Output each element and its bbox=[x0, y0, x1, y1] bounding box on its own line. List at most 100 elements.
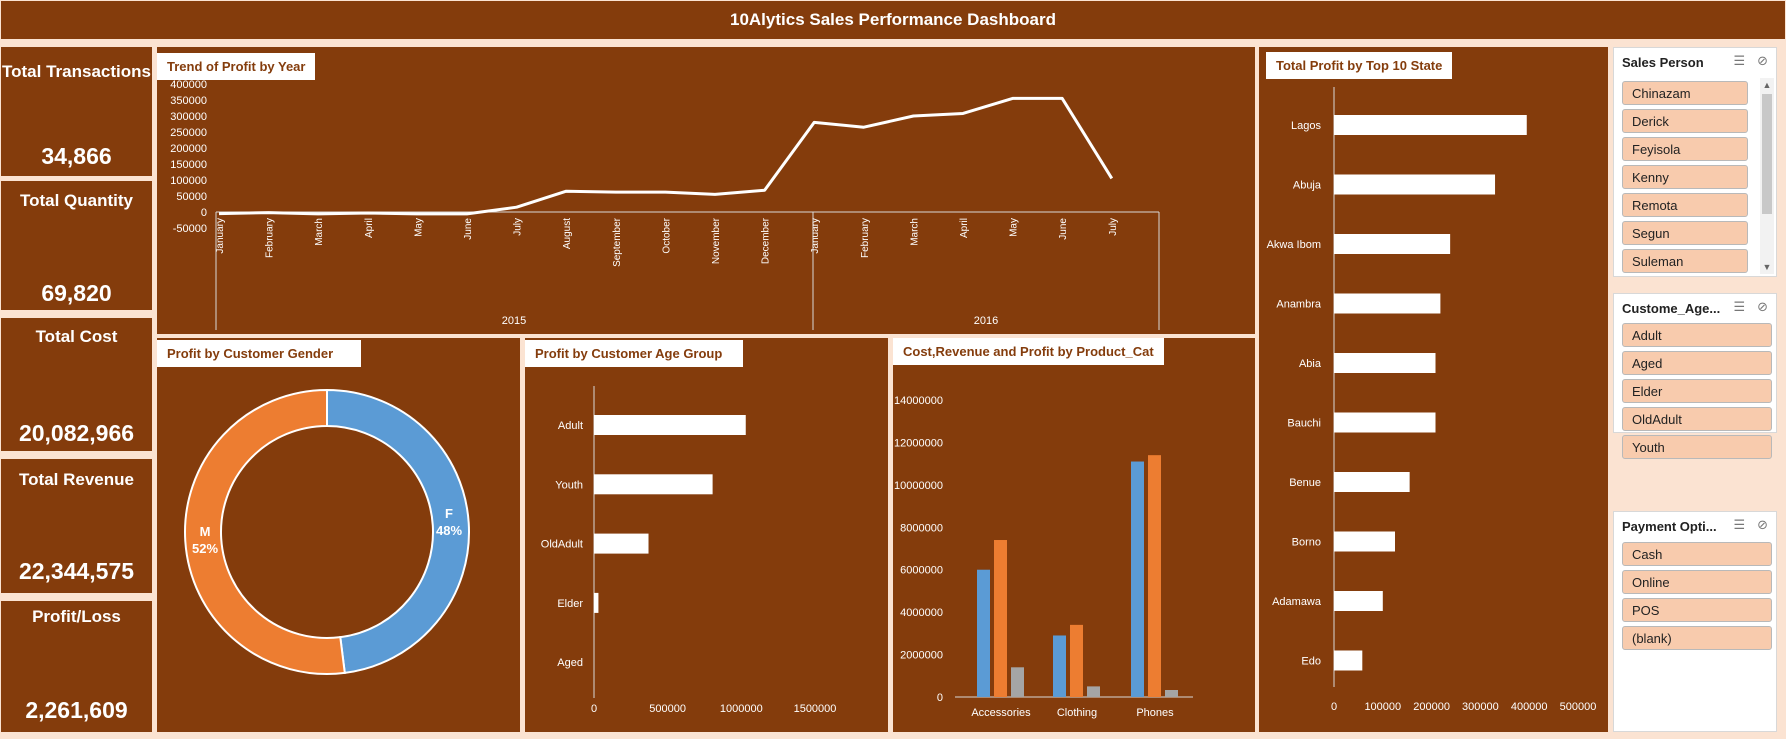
category-label: Lagos bbox=[1291, 120, 1321, 132]
slicer-item[interactable]: Cash bbox=[1622, 542, 1772, 566]
x-tick-label: March bbox=[909, 218, 920, 246]
y-tick-label: 50000 bbox=[176, 191, 207, 203]
category-label: Youth bbox=[555, 479, 583, 491]
x-tick-label: April bbox=[959, 218, 970, 238]
donut-label-m: M bbox=[200, 524, 211, 539]
slicer-item[interactable]: Elder bbox=[1622, 379, 1772, 403]
product-title: Cost,Revenue and Profit by Product_Cat bbox=[893, 338, 1164, 365]
x-tick-label: 1500000 bbox=[794, 703, 837, 715]
x-tick-label: March bbox=[314, 218, 325, 246]
scroll-thumb[interactable] bbox=[1762, 94, 1772, 214]
kpi-label: Total Cost bbox=[35, 327, 118, 346]
category-label: Adamawa bbox=[1272, 596, 1322, 608]
slicer-title: Sales Person bbox=[1622, 55, 1704, 70]
kpi-value: 69,820 bbox=[41, 280, 112, 306]
x-tick-label: January bbox=[215, 218, 226, 254]
year-label: 2016 bbox=[974, 315, 998, 327]
kpi-label: Total Transactions bbox=[2, 62, 151, 81]
x-tick-label: January bbox=[810, 218, 821, 254]
y-tick-label: 150000 bbox=[170, 159, 207, 171]
slicer-item[interactable]: Online bbox=[1622, 570, 1772, 594]
y-tick-label: 10000000 bbox=[894, 480, 943, 492]
multi-select-icon[interactable]: ☰ bbox=[1733, 299, 1746, 314]
multi-select-icon[interactable]: ☰ bbox=[1733, 517, 1746, 532]
age-title: Profit by Customer Age Group bbox=[525, 340, 743, 367]
kpi-value: 20,082,966 bbox=[18, 420, 135, 446]
slicer-item[interactable]: Adult bbox=[1622, 323, 1772, 347]
x-tick-label: 500000 bbox=[649, 703, 686, 715]
y-tick-label: 0 bbox=[937, 692, 943, 704]
x-tick-label: February bbox=[265, 218, 276, 258]
slicer-controls: ☰ ⊘ bbox=[1721, 53, 1768, 69]
category-label: Benue bbox=[1289, 477, 1321, 489]
state-bar bbox=[1334, 293, 1441, 314]
profit-trend-line bbox=[218, 96, 1114, 216]
product-bar bbox=[1131, 461, 1144, 697]
slicer-item[interactable]: Youth bbox=[1622, 435, 1772, 459]
slicer-item[interactable]: (blank) bbox=[1622, 626, 1772, 650]
trend-chart: 400000 350000 300000 250000 200000 150000 1000… bbox=[170, 79, 1160, 330]
y-tick-label: 300000 bbox=[170, 111, 207, 123]
y-tick-label: 6000000 bbox=[900, 565, 943, 577]
slicer-scrollbar[interactable]: ▲ ▼ bbox=[1760, 78, 1774, 274]
y-tick-label: 400000 bbox=[170, 79, 207, 91]
slicer-item[interactable]: Kenny bbox=[1622, 165, 1748, 189]
x-tick-label: August bbox=[562, 218, 573, 249]
slicer-item[interactable]: Remota bbox=[1622, 193, 1748, 217]
slicer-controls: ☰ ⊘ bbox=[1721, 299, 1768, 315]
x-tick-label: 500000 bbox=[1560, 701, 1597, 713]
slicer-item[interactable]: Derick bbox=[1622, 109, 1748, 133]
kpi-total-transactions: Total Transactions 34,866 bbox=[1, 47, 152, 176]
category-label: Aged bbox=[557, 657, 583, 669]
slicer-item[interactable]: Chinazam bbox=[1622, 81, 1748, 105]
state-bar bbox=[1334, 591, 1383, 611]
x-tick-label: 1000000 bbox=[720, 703, 763, 715]
state-bar-chart: Lagos Abuja Akwa Ibom Anambra Abia Bauchi Benu… bbox=[1267, 87, 1597, 713]
slicer-item[interactable]: Segun bbox=[1622, 221, 1748, 245]
x-tick-label: July bbox=[513, 218, 524, 236]
product-bar bbox=[1070, 624, 1083, 697]
y-tick-label: 0 bbox=[201, 207, 207, 219]
y-tick-label: 200000 bbox=[170, 143, 207, 155]
slicer-item[interactable]: Feyisola bbox=[1622, 137, 1748, 161]
state-panel: Total Profit by Top 10 State Lagos Abuja A… bbox=[1259, 47, 1608, 732]
x-tick-label: April bbox=[364, 218, 375, 238]
category-label: Phones bbox=[1136, 707, 1174, 719]
scroll-down-icon[interactable]: ▼ bbox=[1762, 262, 1772, 272]
age-bar bbox=[594, 415, 746, 435]
age-bar bbox=[594, 474, 713, 495]
category-label: Abia bbox=[1299, 358, 1322, 370]
category-label: Anambra bbox=[1276, 299, 1322, 311]
category-label: Accessories bbox=[971, 707, 1031, 719]
slicer-payment-option: Payment Opti... ☰ ⊘ Cash Online POS (blan… bbox=[1613, 511, 1777, 732]
slicer-item[interactable]: OldAdult bbox=[1622, 407, 1772, 431]
category-label: Akwa Ibom bbox=[1267, 239, 1321, 251]
slicer-item[interactable]: Suleman bbox=[1622, 249, 1748, 273]
age-bar bbox=[594, 592, 599, 613]
x-tick-label: May bbox=[1009, 218, 1020, 237]
slicer-item[interactable]: Aged bbox=[1622, 351, 1772, 375]
x-tick-label: February bbox=[860, 218, 871, 258]
year-label: 2015 bbox=[502, 315, 526, 327]
product-bar bbox=[1165, 689, 1178, 697]
donut-pct-f: 48% bbox=[436, 523, 462, 538]
clear-filter-icon[interactable]: ⊘ bbox=[1757, 299, 1768, 314]
gender-donut-chart: F 48% M 52% bbox=[184, 388, 470, 675]
slicer-controls: ☰ ⊘ bbox=[1721, 517, 1768, 533]
product-bar bbox=[1087, 686, 1100, 697]
state-bar bbox=[1334, 531, 1395, 552]
category-label: Borno bbox=[1292, 537, 1321, 549]
slicer-item[interactable]: POS bbox=[1622, 598, 1772, 622]
x-tick-label: June bbox=[463, 218, 474, 240]
clear-filter-icon[interactable]: ⊘ bbox=[1757, 53, 1768, 68]
multi-select-icon[interactable]: ☰ bbox=[1733, 53, 1746, 68]
y-tick-label: 350000 bbox=[170, 95, 207, 107]
clear-filter-icon[interactable]: ⊘ bbox=[1757, 517, 1768, 532]
scroll-up-icon[interactable]: ▲ bbox=[1762, 80, 1772, 90]
category-label: Abuja bbox=[1293, 180, 1322, 192]
product-bar bbox=[1011, 667, 1024, 697]
gender-panel: Profit by Customer Gender F 48% M 52% bbox=[157, 338, 520, 732]
x-tick-label: December bbox=[761, 217, 772, 264]
trend-title: Trend of Profit by Year bbox=[157, 53, 316, 80]
